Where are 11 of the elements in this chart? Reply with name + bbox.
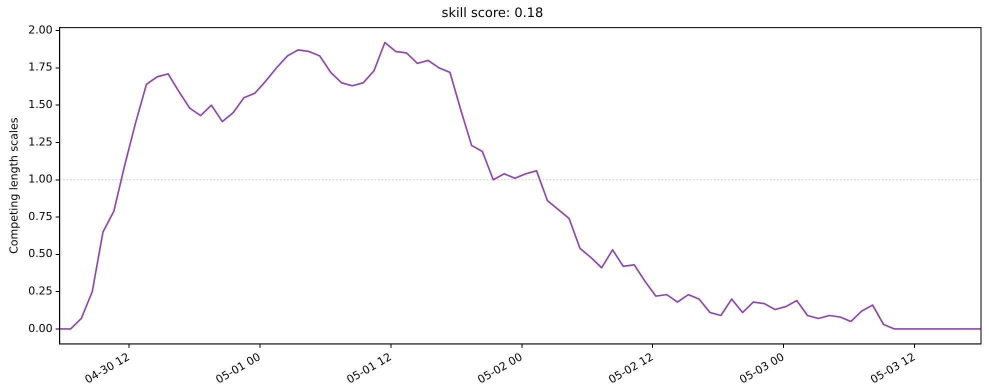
chart-title: skill score: 0.18 xyxy=(442,6,544,22)
y-axis-title: Competing length scales xyxy=(7,117,20,254)
y-tick-label: 0.25 xyxy=(28,284,53,298)
y-tick-label: 0.75 xyxy=(28,210,53,223)
y-tick-label: 0.50 xyxy=(28,247,53,260)
y-tick-label: 1.25 xyxy=(28,135,53,148)
y-tick-label: 2.00 xyxy=(28,23,53,36)
y-tick-label: 1.00 xyxy=(28,172,53,186)
y-tick-label: 1.50 xyxy=(28,98,53,112)
y-tick-label: 0.00 xyxy=(28,322,53,335)
y-tick-label: 1.75 xyxy=(28,60,53,74)
